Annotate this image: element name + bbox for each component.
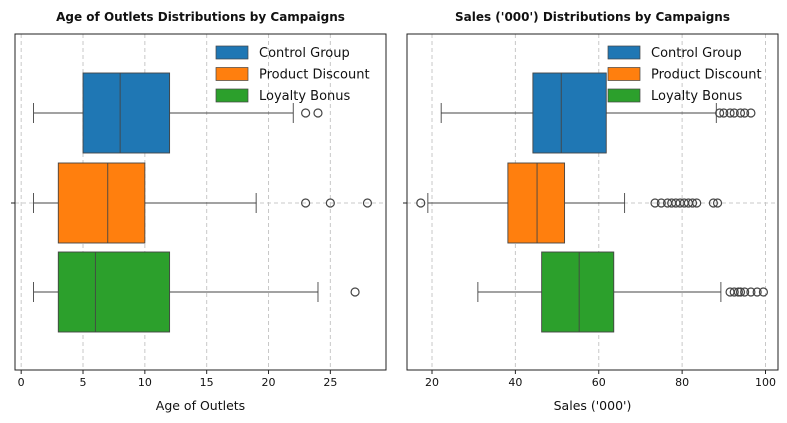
legend-swatch — [215, 67, 249, 81]
x-tick-label: 60 — [592, 376, 606, 389]
outlier-point — [746, 287, 756, 297]
legend-swatch — [215, 45, 249, 60]
legend-entry: Control Group — [651, 46, 742, 61]
legend-entry: Loyalty Bonus — [259, 89, 351, 104]
legend-entry: Loyalty Bonus — [651, 89, 743, 104]
chart-title: Age of Outlets Distributions by Campaign… — [56, 10, 345, 24]
legend-entry: Product Discount — [651, 68, 762, 83]
outlier-point — [692, 198, 702, 208]
legend-swatch — [607, 67, 641, 81]
outlier-point — [740, 108, 750, 118]
x-tick-label: 25 — [323, 376, 337, 389]
outlier-point — [735, 287, 746, 297]
plot-frame — [14, 33, 387, 371]
outlier-point — [746, 108, 756, 118]
x-axis-label: Sales ('000') — [554, 398, 632, 413]
outlier-point — [715, 108, 725, 118]
outlier-point — [712, 198, 723, 208]
outlier-point — [325, 198, 335, 208]
legend-entry: Control Group — [259, 46, 350, 61]
box-iqr — [57, 162, 146, 244]
outlier-point — [758, 287, 769, 297]
chart-title: Sales ('000') Distributions by Campaigns — [455, 10, 730, 24]
legend-swatch — [607, 88, 641, 103]
outlier-point — [687, 198, 698, 208]
x-tick-label: 100 — [755, 376, 776, 389]
outlier-point — [719, 108, 729, 118]
legend-swatch — [215, 88, 249, 103]
plot-frame — [406, 33, 779, 371]
outlier-point — [416, 198, 426, 208]
x-tick-label: 40 — [508, 376, 522, 389]
x-tick-label: 20 — [262, 376, 276, 389]
box-iqr — [82, 72, 171, 154]
outlier-point — [725, 108, 735, 118]
box-iqr — [532, 72, 607, 154]
outlier-point — [752, 287, 762, 297]
legend-swatch — [607, 45, 641, 60]
x-tick-label: 10 — [138, 376, 152, 389]
outlier-point — [301, 198, 311, 208]
x-tick-label: 20 — [425, 376, 439, 389]
outlier-point — [350, 287, 360, 297]
x-tick-label: 0 — [18, 376, 25, 389]
box-iqr — [507, 162, 566, 244]
outlier-point — [656, 198, 666, 208]
x-tick-label: 80 — [675, 376, 689, 389]
outlier-point — [740, 287, 750, 297]
outlier-point — [735, 108, 746, 118]
x-tick-label: 5 — [80, 376, 87, 389]
outlier-point — [729, 287, 739, 297]
x-axis-label: Age of Outlets — [156, 398, 245, 413]
outlier-point — [650, 198, 660, 208]
legend-entry: Product Discount — [259, 68, 370, 83]
x-tick-label: 15 — [200, 376, 214, 389]
outlier-point — [313, 108, 323, 118]
box-iqr — [57, 251, 171, 333]
outlier-point — [362, 198, 373, 208]
outlier-point — [729, 108, 739, 118]
box-iqr — [541, 251, 615, 333]
outlier-point — [708, 198, 718, 208]
outlier-point — [301, 108, 311, 118]
